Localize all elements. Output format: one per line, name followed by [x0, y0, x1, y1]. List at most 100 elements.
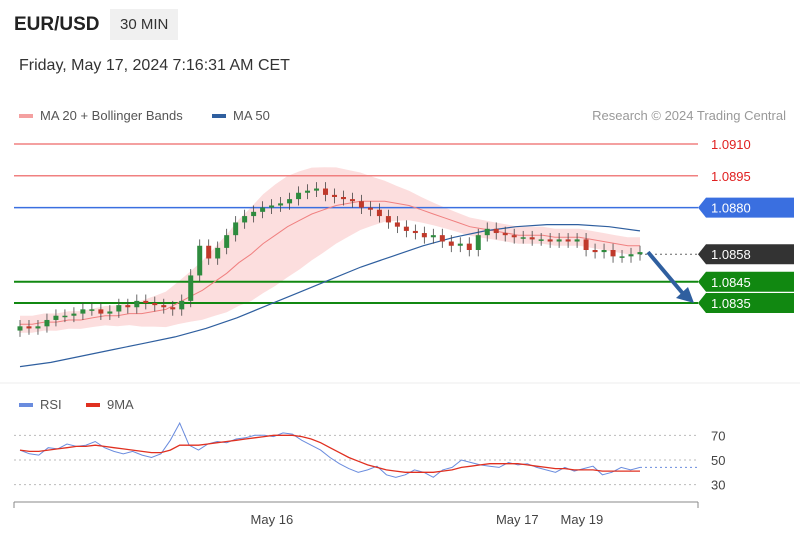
level-label-1.0845: 1.0845	[711, 275, 751, 290]
candle-body	[143, 300, 149, 303]
candlesticks	[17, 182, 643, 337]
ma50-line	[19, 224, 641, 368]
candle-body	[305, 190, 311, 193]
forecast-arrow-head	[676, 287, 694, 303]
rsi-ma-swatch	[86, 402, 100, 407]
candle-body	[610, 250, 616, 257]
ma20-swatch	[19, 113, 33, 118]
chart-header: EUR/USD 30 MIN	[0, 0, 800, 50]
level-label-1.0835: 1.0835	[711, 296, 751, 311]
candle-body	[520, 237, 526, 239]
candle-body	[71, 313, 77, 316]
level-labels: 1.0910 1.0895 1.0880 1.0858 1.0845 1.0835	[698, 137, 794, 313]
candle-body	[331, 194, 337, 197]
bollinger-band-area	[20, 167, 640, 333]
candle-body	[547, 239, 553, 242]
candle-body	[511, 235, 517, 238]
candle-body	[556, 239, 562, 242]
candle-body	[637, 252, 643, 255]
candle-body	[475, 235, 481, 250]
rsi-series-RSI	[19, 421, 641, 478]
legend-9ma-label: 9MA	[107, 397, 134, 412]
legend-ma50: MA 50	[212, 108, 270, 123]
candle-body	[394, 222, 400, 227]
level-tag-1.0880	[698, 197, 794, 218]
candle-body	[430, 235, 436, 238]
candle-body	[197, 245, 203, 276]
candle-body	[98, 309, 104, 314]
candle-body	[421, 233, 427, 238]
candle-body	[233, 222, 239, 236]
candle-body	[17, 326, 23, 331]
candle-body	[412, 230, 418, 234]
forecast-arrow	[646, 250, 694, 303]
timeframe-badge[interactable]: 30 MIN	[110, 9, 179, 40]
rsi-panel: 70 50 30	[14, 421, 725, 493]
candle-body	[161, 305, 167, 308]
candle-body	[367, 207, 373, 210]
candle-body	[619, 256, 625, 258]
candle-body	[35, 326, 41, 329]
candle-body	[484, 228, 490, 236]
candle-body	[188, 275, 194, 301]
candle-body	[538, 239, 544, 241]
candle-body	[493, 228, 499, 234]
candle-body	[107, 311, 113, 314]
level-label-1.0910: 1.0910	[711, 137, 751, 152]
candle-body	[206, 245, 212, 259]
rsi-tick-50: 50	[711, 453, 725, 468]
candle-body	[358, 201, 364, 208]
candle-body	[529, 237, 535, 240]
candle-body	[125, 305, 131, 308]
candle-body	[323, 188, 329, 195]
ma20-line	[20, 200, 640, 325]
legend-ma50-label: MA 50	[233, 108, 270, 123]
datetime-label: Friday, May 17, 2024 7:16:31 AM CET	[19, 57, 290, 74]
candle-body	[152, 303, 158, 306]
candle-body	[349, 199, 355, 202]
candle-body	[260, 207, 266, 212]
moving-averages	[19, 200, 641, 368]
candle-body	[601, 250, 607, 253]
candle-body	[466, 243, 472, 250]
candle-body	[116, 305, 122, 312]
rsi-tick-30: 30	[711, 478, 725, 493]
candle-body	[179, 300, 185, 310]
research-credit: Research © 2024 Trading Central	[592, 108, 786, 123]
x-axis: May 16 May 17 May 19	[13, 501, 699, 527]
candle-body	[314, 188, 320, 191]
forecast-arrow-shaft	[646, 250, 687, 298]
candle-body	[53, 315, 59, 320]
candle-body	[448, 241, 454, 246]
candle-body	[403, 226, 409, 231]
legend-ma20-label: MA 20 + Bollinger Bands	[40, 108, 183, 123]
rsi-tick-70: 70	[711, 428, 725, 443]
candle-body	[296, 192, 302, 200]
level-tag-1.0858	[698, 244, 794, 265]
candle-body	[278, 203, 284, 206]
level-label-1.0895: 1.0895	[711, 169, 751, 184]
candle-body	[502, 233, 508, 236]
x-tick-label: May 17	[496, 512, 539, 527]
candle-body	[628, 254, 634, 257]
candle-body	[224, 235, 230, 248]
candle-body	[89, 309, 95, 311]
candle-body	[376, 209, 382, 217]
candle-body	[439, 235, 445, 242]
level-tag-1.0835	[698, 293, 794, 313]
candle-body	[26, 326, 32, 329]
level-label-1.0880: 1.0880	[711, 201, 751, 216]
symbol-title: EUR/USD	[14, 14, 100, 35]
candle-body	[269, 205, 275, 208]
candle-body	[170, 307, 176, 310]
rsi-swatch	[19, 402, 33, 407]
candle-body	[134, 300, 140, 308]
candle-body	[583, 239, 589, 250]
x-tick-label: May 19	[561, 512, 604, 527]
candle-body	[62, 315, 68, 318]
candle-body	[251, 211, 257, 217]
candle-body	[592, 250, 598, 253]
candle-body	[287, 199, 293, 204]
ma50-swatch	[212, 113, 226, 118]
